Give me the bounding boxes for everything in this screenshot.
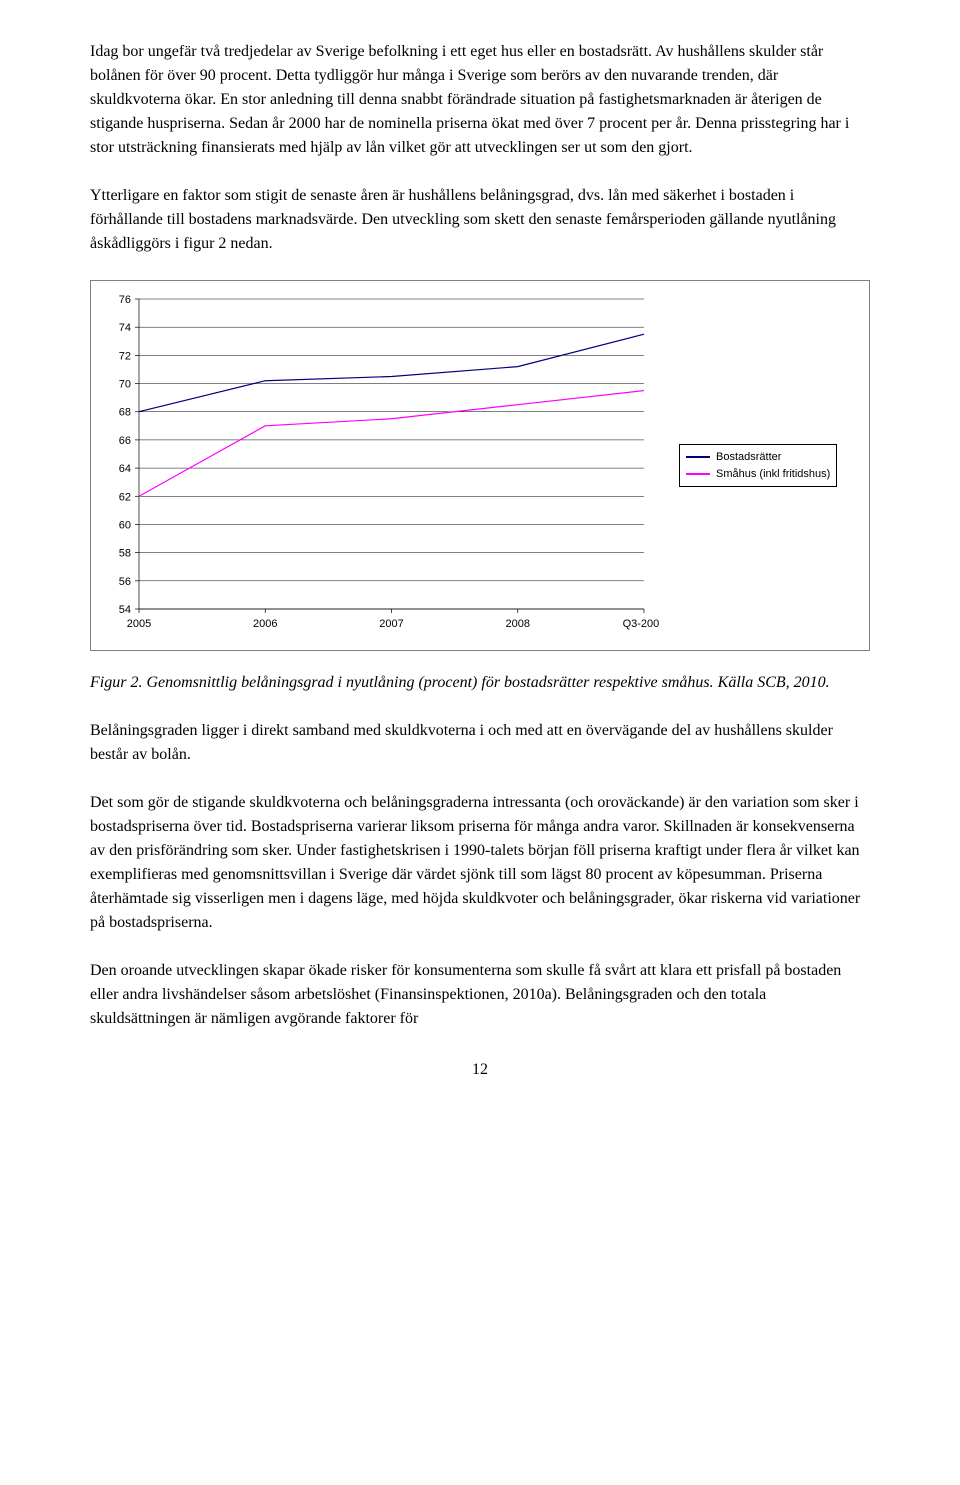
svg-text:2006: 2006 bbox=[253, 618, 277, 630]
legend-label: Småhus (inkl fritidshus) bbox=[716, 466, 830, 483]
svg-text:54: 54 bbox=[119, 604, 131, 616]
figure-2-container: 54 56 58 60 62 64 66 68 70 72 74 76 2005 2006 2007 2008… bbox=[90, 280, 870, 651]
svg-text:Q3-2009: Q3-2009 bbox=[623, 618, 659, 630]
chart-legend: BostadsrätterSmåhus (inkl fritidshus) bbox=[679, 444, 837, 487]
svg-text:56: 56 bbox=[119, 576, 131, 588]
svg-text:74: 74 bbox=[119, 322, 131, 334]
svg-text:2008: 2008 bbox=[506, 618, 530, 630]
legend-row: Småhus (inkl fritidshus) bbox=[686, 466, 830, 483]
svg-text:70: 70 bbox=[119, 379, 131, 391]
svg-text:72: 72 bbox=[119, 350, 131, 362]
svg-text:66: 66 bbox=[119, 435, 131, 447]
svg-text:58: 58 bbox=[119, 548, 131, 560]
legend-swatch bbox=[686, 456, 710, 458]
paragraph-1: Idag bor ungefär två tredjedelar av Sver… bbox=[90, 40, 870, 160]
paragraph-2: Ytterligare en faktor som stigit de sena… bbox=[90, 184, 870, 256]
line-chart-svg: 54 56 58 60 62 64 66 68 70 72 74 76 2005 2006 2007 2008… bbox=[99, 289, 659, 637]
svg-text:76: 76 bbox=[119, 294, 131, 306]
svg-text:2005: 2005 bbox=[127, 618, 151, 630]
paragraph-3: Belåningsgraden ligger i direkt samband … bbox=[90, 719, 870, 767]
chart-inner: 54 56 58 60 62 64 66 68 70 72 74 76 2005 2006 2007 2008… bbox=[99, 289, 861, 642]
svg-text:60: 60 bbox=[119, 519, 131, 531]
legend-row: Bostadsrätter bbox=[686, 449, 830, 466]
legend-label: Bostadsrätter bbox=[716, 449, 781, 466]
paragraph-4: Det som gör de stigande skuldkvoterna oc… bbox=[90, 791, 870, 935]
svg-text:62: 62 bbox=[119, 491, 131, 503]
svg-text:64: 64 bbox=[119, 463, 131, 475]
page-number: 12 bbox=[90, 1061, 870, 1079]
figure-2-caption: Figur 2. Genomsnittlig belåningsgrad i n… bbox=[90, 671, 870, 695]
legend-swatch bbox=[686, 473, 710, 475]
paragraph-5: Den oroande utvecklingen skapar ökade ri… bbox=[90, 959, 870, 1031]
svg-text:2007: 2007 bbox=[379, 618, 403, 630]
svg-text:68: 68 bbox=[119, 407, 131, 419]
page: Idag bor ungefär två tredjedelar av Sver… bbox=[0, 0, 960, 1109]
chart-plot-area: 54 56 58 60 62 64 66 68 70 72 74 76 2005 2006 2007 2008… bbox=[99, 289, 659, 642]
